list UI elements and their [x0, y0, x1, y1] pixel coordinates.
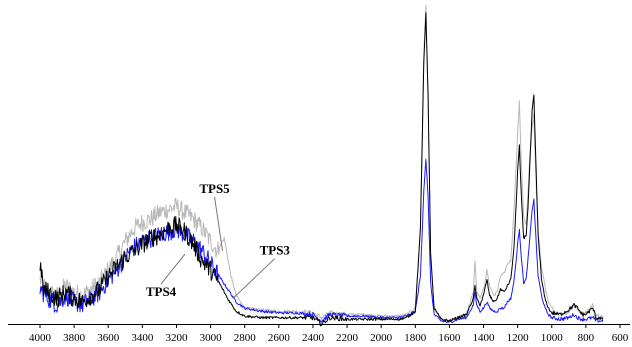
series-annotations: TPS5 TPS3 TPS4 [146, 181, 291, 299]
x-tick-label: 2600 [268, 332, 291, 344]
annotation-leader-tps3 [232, 258, 276, 299]
x-tick-label: 1800 [404, 332, 427, 344]
x-tick-label: 3200 [165, 332, 188, 344]
x-tick-label: 2800 [234, 332, 257, 344]
x-tick-label: 600 [612, 332, 629, 344]
x-tick-label: 3800 [63, 332, 86, 344]
x-tick-label: 2000 [370, 332, 393, 344]
x-tick-label: 1400 [473, 332, 496, 344]
x-tick-label: 2400 [302, 332, 325, 344]
series-line-tps4 [39, 12, 604, 327]
x-tick-label: 3000 [200, 332, 223, 344]
x-tick-label: 1000 [541, 332, 564, 344]
x-tick-label: 4000 [29, 332, 52, 344]
x-tick-label: 1200 [507, 332, 530, 344]
x-tick-label: 800 [578, 332, 595, 344]
x-tick-label: 3400 [131, 332, 154, 344]
x-tick-label: 2200 [336, 332, 359, 344]
x-tick-label: 1600 [438, 332, 461, 344]
x-tick-label: 3600 [97, 332, 120, 344]
series-layer [39, 4, 604, 327]
annotation-label-tps5: TPS5 [199, 181, 230, 196]
annotation-label-tps4: TPS4 [146, 284, 177, 299]
series-line-tps5 [39, 4, 604, 322]
annotation-label-tps3: TPS3 [260, 243, 291, 258]
x-axis-ticks: 4000 3800 3600 3400 3200 3000 2800 2600 2400 2200… [29, 324, 629, 344]
annotation-leader-tps4 [160, 253, 186, 285]
annotation-leader-tps5 [214, 196, 224, 251]
